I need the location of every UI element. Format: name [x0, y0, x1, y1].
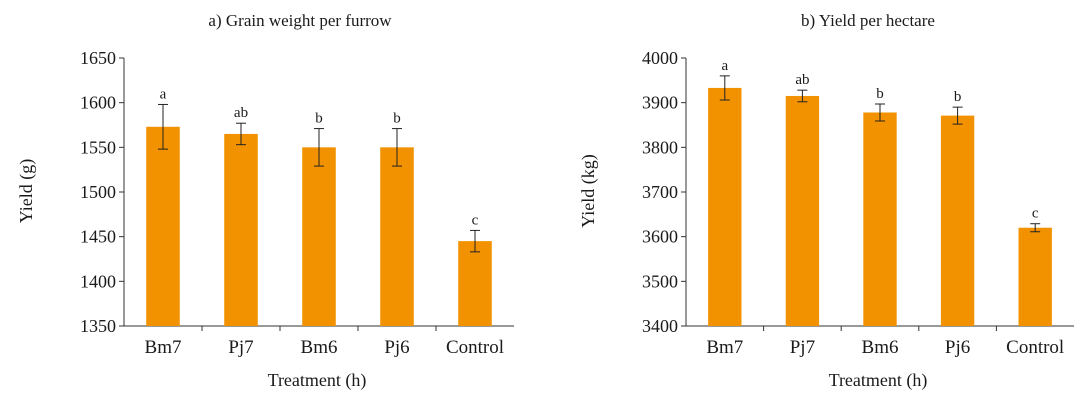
bar	[302, 147, 336, 326]
category-label: Bm6	[301, 337, 338, 358]
significance-label: ab	[234, 105, 248, 121]
category-label: Bm7	[706, 337, 743, 358]
category-label: Pj7	[228, 337, 253, 358]
y-tick-label: 1450	[80, 227, 116, 247]
y-tick-label: 1350	[80, 316, 116, 336]
category-label: Pj6	[945, 337, 970, 358]
bar	[863, 112, 896, 326]
bar	[941, 116, 974, 326]
bar	[224, 134, 258, 326]
chart-title: a) Grain weight per furrow	[208, 11, 392, 30]
y-axis-label: Yield (g)	[16, 159, 37, 224]
significance-label: b	[393, 111, 401, 127]
significance-label: a	[160, 86, 167, 102]
y-tick-label: 3400	[642, 316, 678, 336]
chart-grain-weight: a) Grain weight per furrow Yield (g) Tre…	[16, 11, 514, 391]
category-label: Control	[446, 337, 504, 358]
x-axis-label: Treatment (h)	[829, 370, 928, 391]
y-axis-label: Yield (kg)	[578, 154, 599, 228]
y-tick-label: 1500	[80, 182, 116, 202]
y-tick-label: 1600	[80, 93, 116, 113]
y-tick-label: 1550	[80, 137, 116, 157]
significance-label: b	[876, 86, 884, 102]
bar	[380, 147, 414, 326]
bar	[146, 127, 180, 326]
y-tick-label: 3600	[642, 227, 678, 247]
category-label: Control	[1006, 337, 1064, 358]
x-axis-label: Treatment (h)	[268, 370, 367, 391]
y-tick-label: 3500	[642, 271, 678, 291]
significance-label: ab	[795, 72, 809, 88]
bar	[708, 88, 741, 326]
y-tick-label: 3700	[642, 182, 678, 202]
bar	[458, 241, 492, 326]
y-tick-label: 4000	[642, 48, 678, 68]
category-label: Pj6	[384, 337, 409, 358]
category-label: Bm6	[862, 337, 899, 358]
significance-label: c	[472, 212, 479, 228]
category-label: Bm7	[145, 337, 182, 358]
category-label: Pj7	[790, 337, 815, 358]
bar	[1019, 228, 1052, 326]
y-tick-label: 1400	[80, 271, 116, 291]
chart-title: b) Yield per hectare	[801, 11, 935, 30]
significance-label: b	[954, 89, 962, 105]
significance-label: c	[1032, 206, 1039, 222]
y-tick-label: 3900	[642, 93, 678, 113]
significance-label: a	[721, 58, 728, 74]
bar	[786, 96, 819, 326]
chart-yield-per-hectare: b) Yield per hectare Yield (kg) Treatmen…	[578, 11, 1074, 391]
y-tick-label: 3800	[642, 137, 678, 157]
significance-label: b	[315, 111, 323, 127]
y-tick-label: 1650	[80, 48, 116, 68]
